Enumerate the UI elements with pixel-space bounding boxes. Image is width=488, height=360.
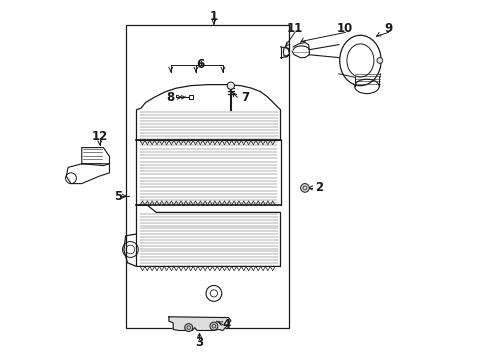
Text: 8: 8 [166,91,174,104]
Circle shape [184,324,192,332]
Circle shape [300,184,309,192]
Circle shape [376,58,382,63]
Text: 2: 2 [314,181,322,194]
Text: 3: 3 [195,336,203,349]
Text: 9: 9 [384,22,392,35]
Circle shape [209,322,218,330]
Polygon shape [168,317,230,330]
Text: 7: 7 [241,91,248,104]
Text: 11: 11 [286,22,303,35]
Circle shape [227,82,234,89]
Text: 1: 1 [209,10,218,23]
Text: 5: 5 [113,190,122,203]
Text: 6: 6 [196,58,204,71]
Text: 10: 10 [337,22,353,35]
Text: 4: 4 [223,318,231,331]
Text: 12: 12 [91,130,108,143]
Bar [125,25,289,328]
